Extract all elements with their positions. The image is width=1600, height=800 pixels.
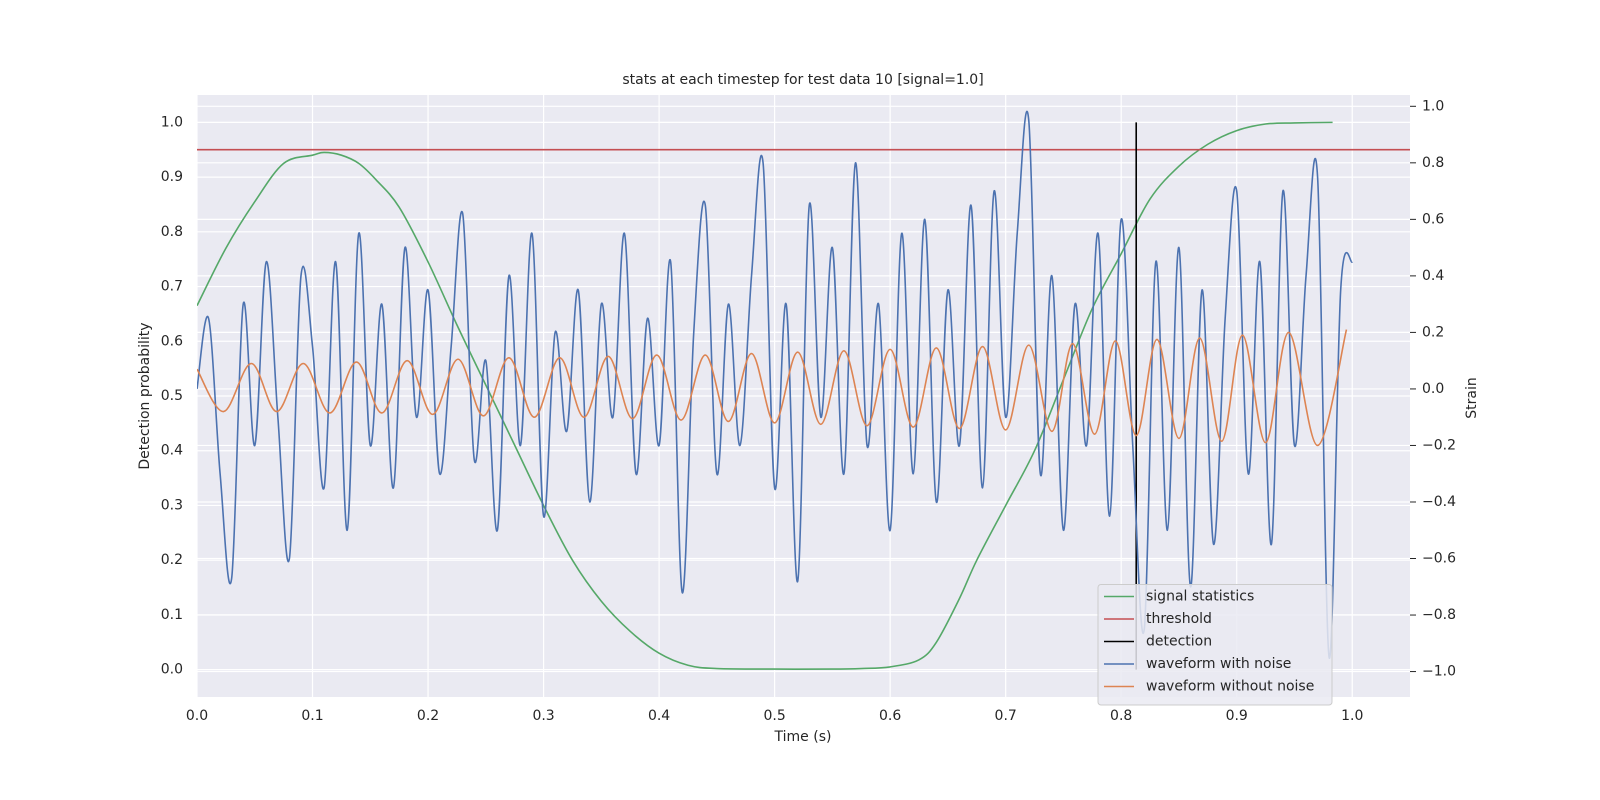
y2-tick-label: −0.2 bbox=[1422, 437, 1456, 453]
y2-tick-label: 1.0 bbox=[1422, 98, 1444, 114]
x-tick-label: 0.7 bbox=[995, 708, 1017, 724]
legend-label: threshold bbox=[1146, 611, 1212, 627]
y2-tick-label: 0.8 bbox=[1422, 155, 1444, 171]
y-tick-label: 0.6 bbox=[161, 333, 183, 349]
x-tick-label: 1.0 bbox=[1341, 708, 1363, 724]
axes: 0.0 0.1 0.2 0.3 0.4 0.5 0.6 0.7 0.8 0.9 1.0 0.0 0.1 0… bbox=[161, 98, 1456, 724]
y2-tick-label: 0.2 bbox=[1422, 324, 1444, 340]
plot-area bbox=[197, 110, 1410, 670]
y-tick-label: 0.7 bbox=[161, 279, 183, 295]
y-axis-label: Detection probability bbox=[137, 322, 153, 469]
legend-label: signal statistics bbox=[1146, 589, 1254, 605]
y2-axis-label: Strain bbox=[1464, 377, 1480, 418]
legend-label: waveform without noise bbox=[1146, 679, 1314, 695]
y-tick-label: 0.2 bbox=[161, 552, 183, 568]
series-line bbox=[197, 110, 1354, 659]
y2-tick-label: −1.0 bbox=[1422, 664, 1456, 680]
y2-tick-label: −0.8 bbox=[1422, 607, 1456, 623]
x-tick-label: 0.9 bbox=[1226, 708, 1248, 724]
y-tick-label: 0.5 bbox=[161, 388, 183, 404]
y-tick-label: 0.3 bbox=[161, 497, 183, 513]
y-tick-label: 0.8 bbox=[161, 224, 183, 240]
y-tick-label: 1.0 bbox=[161, 114, 183, 130]
x-tick-label: 0.4 bbox=[648, 708, 670, 724]
x-tick-label: 0.2 bbox=[417, 708, 439, 724]
y2-tick-label: −0.4 bbox=[1422, 494, 1456, 510]
y-tick-label: 0.0 bbox=[161, 662, 183, 678]
x-tick-label: 0.1 bbox=[301, 708, 323, 724]
chart-title: stats at each timestep for test data 10 … bbox=[622, 72, 983, 88]
y-tick-label: 0.9 bbox=[161, 169, 183, 185]
legend-label: detection bbox=[1146, 634, 1212, 650]
x-tick-label: 0.3 bbox=[532, 708, 554, 724]
x-tick-label: 0.6 bbox=[879, 708, 901, 724]
legend-box bbox=[1097, 584, 1333, 706]
series-line bbox=[197, 329, 1348, 447]
y-tick-label: 0.1 bbox=[161, 607, 183, 623]
y-tick-label: 0.4 bbox=[161, 443, 183, 459]
x-tick-label: 0.5 bbox=[763, 708, 785, 724]
series-line bbox=[197, 121, 1333, 670]
legend-label: waveform with noise bbox=[1146, 656, 1291, 672]
y2-tick-label: 0.0 bbox=[1422, 381, 1444, 397]
x-tick-label: 0.0 bbox=[186, 708, 208, 724]
y2-tick-label: −0.6 bbox=[1422, 551, 1456, 567]
x-tick-label: 0.8 bbox=[1110, 708, 1132, 724]
legend: signal statistics threshold detection wavef… bbox=[1097, 584, 1333, 706]
y2-tick-label: 0.6 bbox=[1422, 211, 1444, 227]
y2-tick-label: 0.4 bbox=[1422, 268, 1444, 284]
x-axis-label: Time (s) bbox=[774, 729, 832, 745]
